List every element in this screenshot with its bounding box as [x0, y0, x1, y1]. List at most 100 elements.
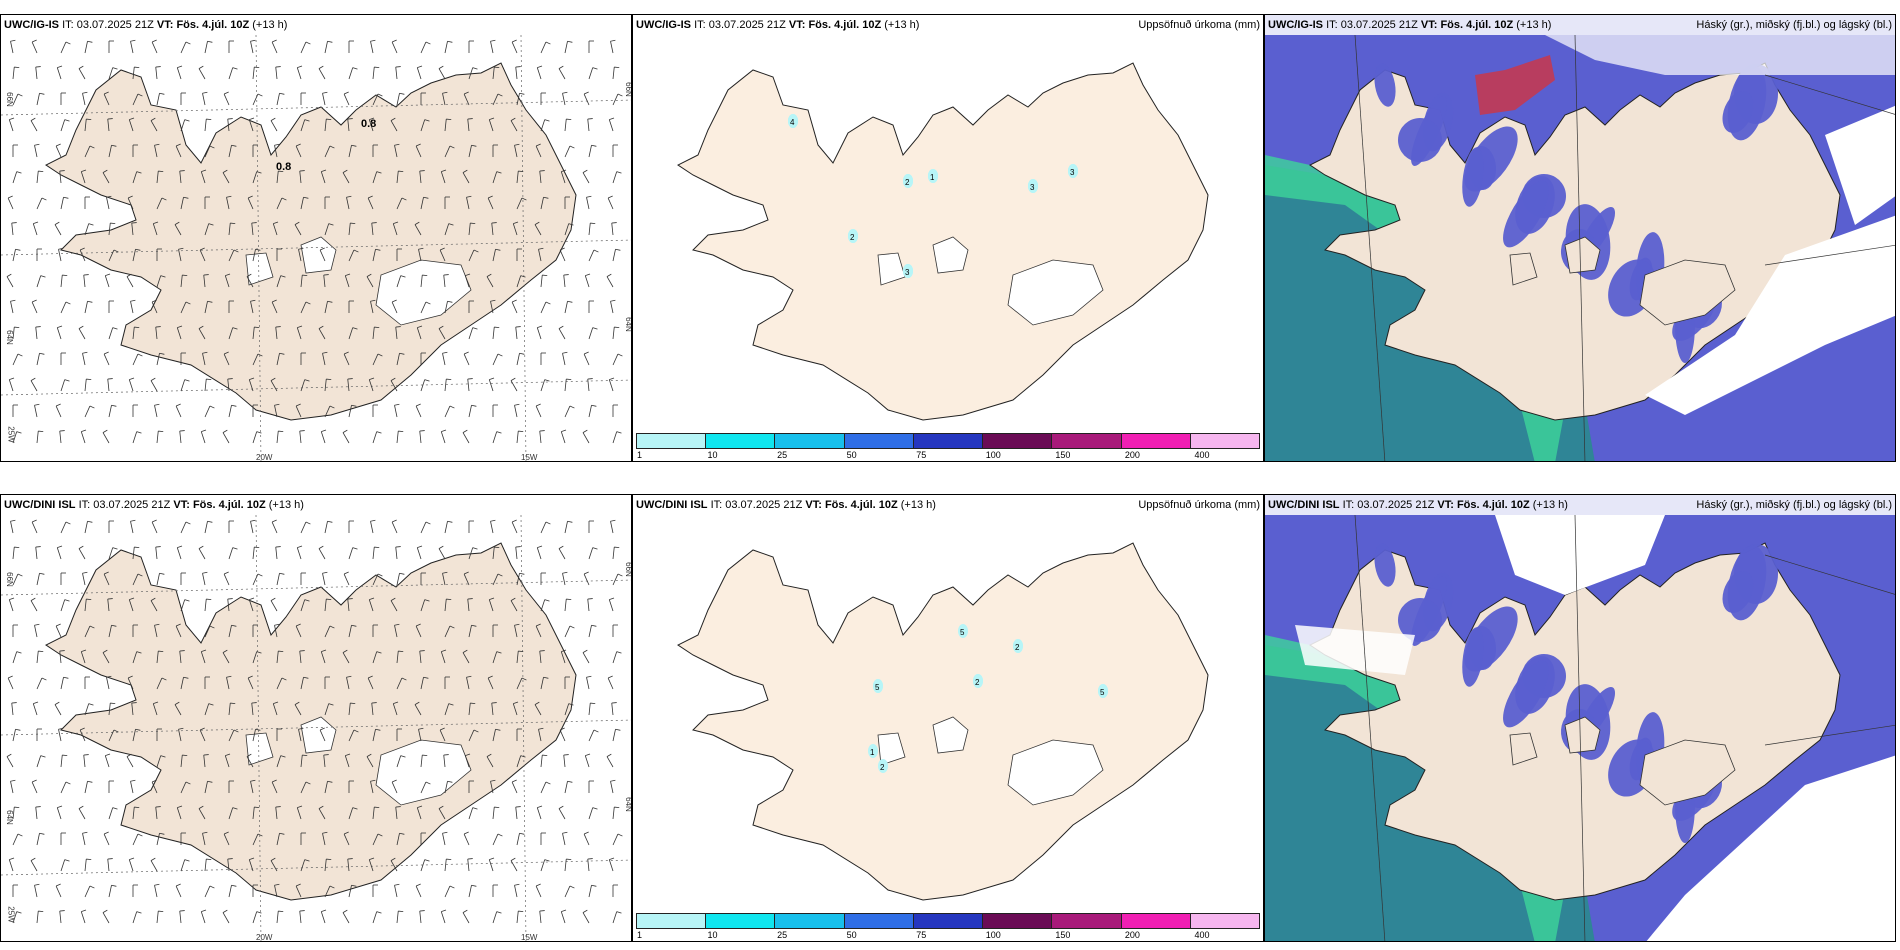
wind-barb [176, 807, 182, 820]
wind-barb [108, 327, 114, 340]
wind-barb [490, 301, 494, 314]
wind-barb-flag [9, 117, 15, 120]
wind-barb [367, 677, 374, 690]
wind-barb-flag [470, 702, 476, 704]
wind-barb [295, 145, 302, 158]
wind-barb-flag [30, 597, 36, 601]
wind-barb [36, 197, 43, 210]
wind-barb-flag [328, 703, 334, 706]
wind-barb [348, 729, 355, 742]
wind-barb [442, 93, 446, 106]
wind-barb-flag [150, 597, 156, 601]
wind-barb [128, 859, 134, 872]
wind-barb-flag [494, 66, 500, 68]
wind-barb-flag [351, 624, 357, 627]
cloud-map [1265, 15, 1895, 461]
wind-barb-flag [366, 753, 372, 757]
wind-barb-flag [199, 247, 205, 251]
wind-barb-flag [471, 624, 477, 627]
wind-barb-flag [107, 378, 113, 380]
wind-barb-flag [390, 377, 396, 381]
wind-barb-flag [321, 169, 327, 172]
wind-barb-flag [179, 650, 185, 652]
wind-barb-flag [391, 299, 397, 303]
wind-barb-flag [295, 403, 301, 407]
wind-barb-flag [473, 729, 479, 733]
wind-barb-flag [375, 248, 381, 251]
wind-barb [492, 833, 499, 846]
wind-barb [204, 781, 208, 794]
wind-barb-flag [226, 195, 232, 198]
wind-barb [348, 807, 354, 820]
wind-barb [612, 67, 615, 80]
wind-barb-flag [375, 728, 381, 731]
wind-barb-flag [345, 753, 351, 756]
wind-barb-flag [496, 651, 502, 654]
lat-label: 64N [623, 317, 632, 332]
glacier [1509, 252, 1538, 286]
wind-barb-flag [103, 831, 109, 835]
wind-barb-flag [31, 519, 37, 523]
wind-barb [346, 197, 350, 210]
wind-barb-flag [398, 650, 404, 652]
wind-barb [127, 197, 134, 210]
wind-barb-flag [279, 352, 285, 355]
colorbar-swatch [844, 434, 914, 448]
wind-barb-flag [616, 171, 622, 174]
wind-barb-flag [10, 299, 16, 302]
wind-barb-flag [78, 325, 84, 329]
wind-barb [156, 755, 162, 768]
wind-barb [540, 197, 544, 210]
wind-barb [444, 145, 451, 158]
wind-barb [155, 807, 158, 820]
wind-barb [128, 379, 134, 392]
wind-barb-flag [511, 519, 517, 523]
wind-barb-flag [394, 883, 400, 886]
wind-barb [468, 885, 472, 898]
wind-barb-flag [232, 327, 238, 330]
wind-barb-flag [294, 221, 300, 225]
wind-map [1, 514, 631, 941]
wind-barb [348, 547, 354, 560]
glacier [245, 732, 274, 766]
wind-barb [180, 41, 187, 54]
wind-barb [516, 353, 520, 366]
wind-barb [536, 327, 542, 340]
wind-barb-flag [64, 599, 70, 602]
wind-barb [487, 197, 494, 210]
wind-barb-flag [610, 779, 616, 782]
wind-barb-flag [537, 545, 543, 548]
wind-barb-flag [231, 884, 237, 887]
wind-barb [396, 677, 403, 690]
wind-barb-flag [256, 911, 262, 914]
wind-barb [223, 573, 230, 586]
wind-barb [420, 677, 424, 690]
wind-barb-flag [278, 910, 284, 912]
wind-barb-flag [472, 67, 478, 70]
wind-barb-flag [256, 431, 262, 434]
wind-barb [420, 379, 426, 392]
wind-barb [588, 807, 594, 820]
wind-barb-flag [467, 378, 473, 380]
wind-barb-flag [136, 431, 142, 434]
wind-barb [512, 223, 518, 236]
wind-barb [10, 521, 14, 534]
wind-barb [276, 911, 279, 924]
wind-barb [132, 431, 138, 444]
wind-barb [84, 703, 90, 716]
wind-barb [54, 704, 62, 716]
wind-barb-flag [514, 883, 520, 886]
wind-barb [155, 547, 158, 560]
wind-barb [106, 197, 110, 210]
lon-label: 20W [256, 933, 273, 942]
wind-barb [36, 573, 40, 586]
wind-barb [103, 353, 110, 366]
wind-barb-flag [418, 247, 424, 250]
glacier [932, 236, 969, 274]
wind-barb-flag [54, 221, 60, 225]
lon-label: 15W [521, 453, 538, 462]
wind-barb-flag [449, 885, 455, 889]
wind-barb [467, 119, 470, 132]
wind-barb [584, 275, 590, 288]
wind-barb [324, 885, 331, 898]
